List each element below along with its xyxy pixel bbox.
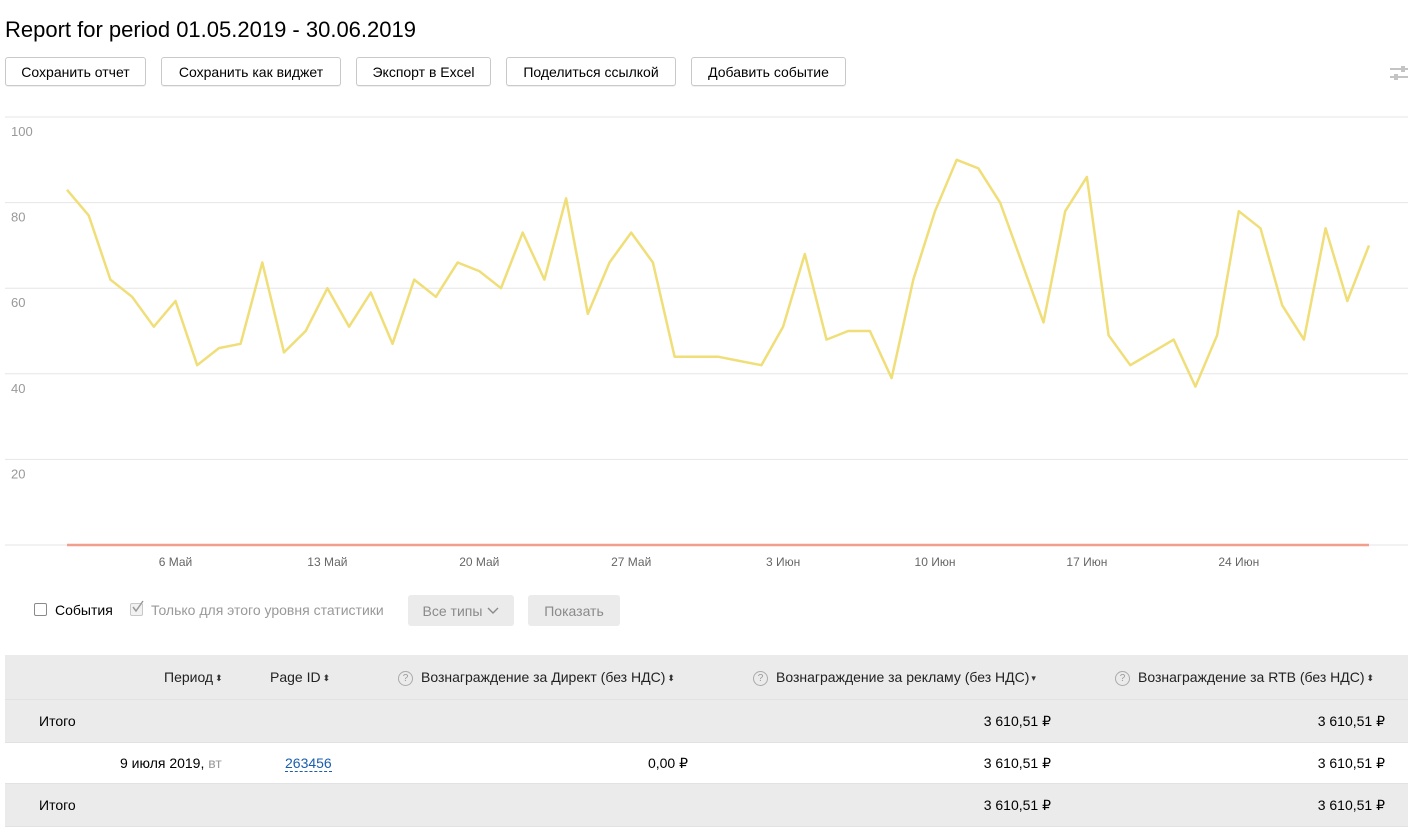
table-row: 9 июля 2019, вт 263456 0,00 ₽ 3 610,51 ₽… xyxy=(5,743,1408,784)
series-line-1 xyxy=(66,158,1371,388)
filters-bar: События Только для этого уровня статисти… xyxy=(0,594,1421,628)
row-direct-value: 0,00 ₽ xyxy=(647,755,688,771)
x-tick-label: 3 Июн xyxy=(766,555,800,569)
table-header: Период ⬍ Page ID ⬍ ? Вознаграждение за Дире… xyxy=(5,655,1408,700)
sliders-icon[interactable] xyxy=(1388,62,1410,84)
total-row-bottom: Итого 3 610,51 ₽ 3 610,51 ₽ xyxy=(5,784,1408,827)
x-tick-label: 13 Май xyxy=(307,555,347,569)
page-id-link[interactable]: 263456 xyxy=(285,755,332,772)
y-tick-label: 60 xyxy=(11,295,25,310)
sort-desc-icon: ▾ xyxy=(1031,673,1036,683)
chevron-down-icon xyxy=(487,607,499,614)
row-ads-value: 3 610,51 ₽ xyxy=(983,755,1051,771)
export-excel-button[interactable]: Экспорт в Excel xyxy=(356,57,491,86)
help-icon[interactable]: ? xyxy=(1115,671,1130,686)
column-header-ads[interactable]: ? Вознаграждение за рекламу (без НДС) ▾ xyxy=(753,669,1036,686)
sort-icon: ⬍ xyxy=(667,673,675,683)
y-tick-label: 100 xyxy=(11,124,33,139)
column-header-period[interactable]: Период ⬍ xyxy=(164,669,223,685)
events-label: События xyxy=(55,602,113,618)
help-icon[interactable]: ? xyxy=(398,671,413,686)
all-types-dropdown[interactable]: Все типы xyxy=(408,595,514,626)
x-tick-label: 27 Май xyxy=(611,555,651,569)
y-tick-label: 40 xyxy=(11,381,25,396)
column-header-page-id[interactable]: Page ID ⬍ xyxy=(270,669,331,685)
line-chart: 100 80 60 40 20 6 Май 13 Май 20 Май 27 Май 3 Июн 1… xyxy=(5,116,1408,569)
total-ads-value: 3 610,51 ₽ xyxy=(983,713,1051,729)
x-tick-label: 20 Май xyxy=(459,555,499,569)
only-level-label: Только для этого уровня статистики xyxy=(151,602,384,618)
total-rtb-value: 3 610,51 ₽ xyxy=(1317,713,1385,729)
sort-icon: ⬍ xyxy=(215,673,223,683)
help-icon[interactable]: ? xyxy=(753,671,768,686)
row-rtb-value: 3 610,51 ₽ xyxy=(1317,755,1385,771)
total-label: Итого xyxy=(39,797,76,813)
chart: 100 80 60 40 20 6 Май 13 Май 20 Май 27 Май 3 Июн 1… xyxy=(0,110,1421,580)
column-header-rtb[interactable]: ? Вознаграждение за RTB (без НДС) ⬍ xyxy=(1115,669,1374,686)
show-button[interactable]: Показать xyxy=(528,595,620,626)
x-tick-label: 17 Июн xyxy=(1066,555,1107,569)
checkmark-icon xyxy=(132,600,144,613)
total-row: Итого 3 610,51 ₽ 3 610,51 ₽ xyxy=(5,700,1408,743)
save-widget-button[interactable]: Сохранить как виджет xyxy=(161,57,341,86)
sort-icon: ⬍ xyxy=(322,673,331,683)
sort-icon: ⬍ xyxy=(1366,673,1375,683)
stats-table: Период ⬍ Page ID ⬍ ? Вознаграждение за Дире… xyxy=(5,655,1408,827)
all-types-label: Все типы xyxy=(422,602,483,619)
column-header-direct[interactable]: ? Вознаграждение за Директ (без НДС) ⬍ xyxy=(398,669,675,686)
total-rtb-value: 3 610,51 ₽ xyxy=(1317,797,1385,813)
page-title: Report for period 01.05.2019 - 30.06.201… xyxy=(5,17,416,42)
add-event-button[interactable]: Добавить событие xyxy=(691,57,846,86)
share-link-button[interactable]: Поделиться ссылкой xyxy=(506,57,676,86)
events-checkbox[interactable] xyxy=(34,603,47,616)
y-tick-label: 20 xyxy=(11,466,25,481)
x-tick-label: 24 Июн xyxy=(1218,555,1259,569)
only-level-checkbox[interactable] xyxy=(130,600,144,616)
x-tick-label: 6 Май xyxy=(159,555,193,569)
total-label: Итого xyxy=(39,713,76,729)
y-tick-label: 80 xyxy=(11,210,25,225)
row-date: 9 июля 2019, вт xyxy=(120,755,222,771)
save-report-button[interactable]: Сохранить отчет xyxy=(5,57,146,86)
x-tick-label: 10 Июн xyxy=(915,555,956,569)
total-ads-value: 3 610,51 ₽ xyxy=(983,797,1051,813)
